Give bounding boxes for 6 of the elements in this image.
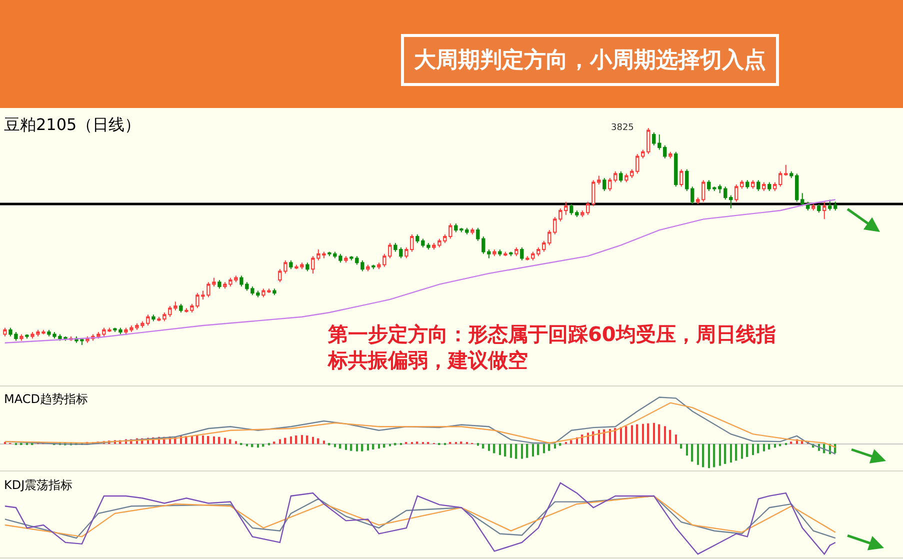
chart-title: MACD趋势指标 [4, 392, 88, 406]
chart-subtitle: 豆粕2105（日线） [4, 115, 141, 134]
chart-title: 大周期判定方向，小周期选择切入点 [414, 47, 766, 73]
annotation: 3825 [611, 123, 634, 133]
chart-title: KDJ震荡指标 [4, 478, 73, 492]
annotation: 第一步定方向：形态属于回踩60均受压，周日线指标共振偏弱，建议做空 [327, 322, 776, 372]
